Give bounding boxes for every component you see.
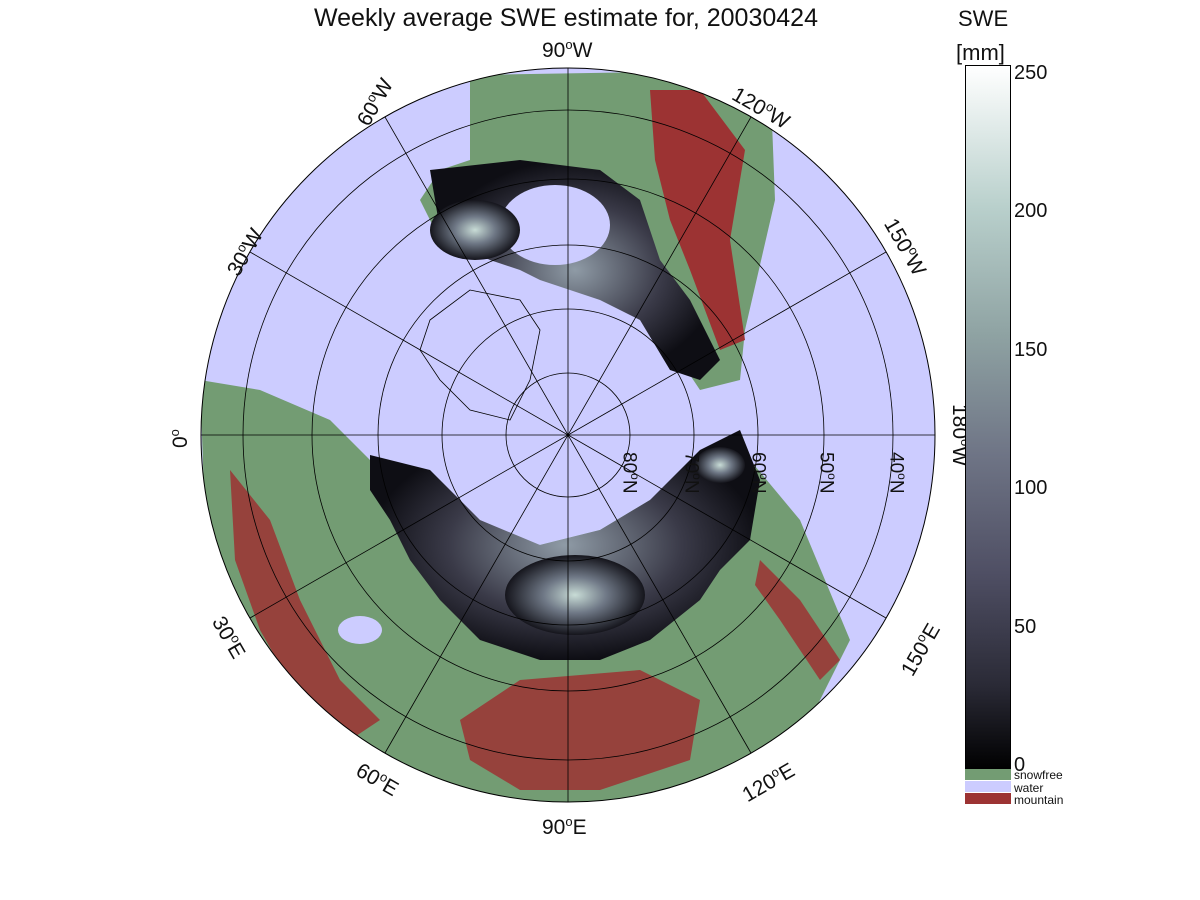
colorbar-tick-150: 150 (1014, 339, 1048, 361)
legend-label-snowfree: snowfree (1014, 768, 1063, 782)
lon-label-90e: 90oE (542, 814, 587, 839)
legend-swatch-snowfree (965, 769, 1011, 780)
legend-swatch-mountain (965, 793, 1011, 804)
swe-colorbar (965, 65, 1011, 771)
lon-label-0: 0o (167, 429, 192, 448)
black-sea (338, 616, 382, 644)
colorbar-tick-50: 50 (1014, 616, 1037, 638)
colorbar-tick-100: 100 (1014, 477, 1048, 499)
colorbar-title: SWE (958, 6, 1009, 31)
eurasia-snow (370, 430, 760, 660)
east-siberia-snow-peak (695, 447, 745, 483)
legend-label-water: water (1014, 781, 1044, 795)
lat-label-60n: 60oN (747, 452, 771, 494)
canada-snow-peak (430, 200, 520, 260)
lat-label-40n: 40oN (885, 452, 909, 494)
siberia-snow-peak (505, 555, 645, 635)
legend-label-mountain: mountain (1014, 793, 1064, 807)
legend-swatch-water (965, 781, 1011, 792)
lat-label-70n: 70oN (680, 452, 704, 494)
greenland-outline (419, 289, 541, 421)
colorbar-tick-200: 200 (1014, 200, 1048, 222)
colorbar-tick-0: 0 (1014, 754, 1026, 776)
kamchatka-mountain (755, 560, 840, 680)
lon-label-90w: 90oW (542, 37, 593, 62)
europe-mountain (230, 470, 380, 740)
north-america-mountain (650, 90, 745, 350)
central-asia-mountain (460, 670, 700, 790)
hudson-bay (500, 185, 610, 265)
colorbar-tick-250: 250 (1014, 62, 1048, 84)
lat-label-50n: 50oN (815, 452, 839, 494)
map-title: Weekly average SWE estimate for, 2003042… (314, 4, 818, 32)
graticule (200, 67, 936, 803)
colorbar-unit: [mm] (956, 40, 1005, 65)
lat-label-80n: 80oN (618, 452, 642, 494)
